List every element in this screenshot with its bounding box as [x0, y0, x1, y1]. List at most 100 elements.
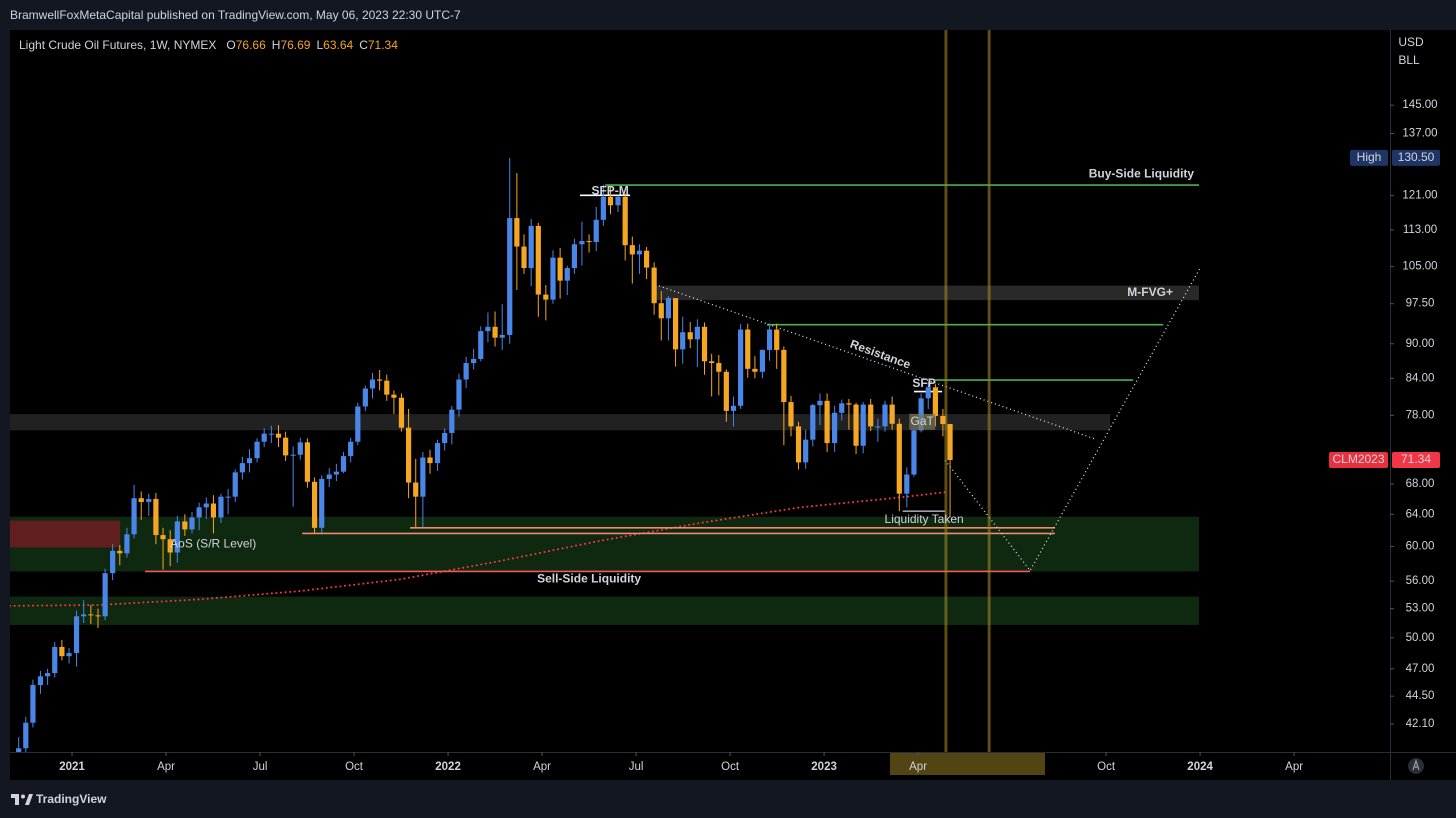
candle-body	[940, 416, 946, 425]
candle-body	[672, 298, 679, 350]
candle-body	[66, 653, 72, 657]
legend-key: C	[359, 38, 368, 52]
candle-body	[911, 430, 917, 475]
y-tick-label: 78.00	[1406, 409, 1435, 421]
candle-body	[434, 443, 441, 464]
candle-body	[37, 676, 44, 686]
range-marker	[890, 753, 1045, 775]
x-tick-label: Apr	[157, 761, 175, 773]
candle-body	[600, 196, 606, 220]
y-tick-label: 50.00	[1406, 632, 1435, 644]
annotation: SFP-M	[591, 183, 628, 197]
x-tick-label: Oct	[345, 761, 364, 773]
candle-body	[817, 400, 823, 406]
candle-body	[781, 349, 787, 403]
zone	[655, 285, 1199, 301]
candle-body	[182, 521, 188, 530]
y-tick-label: 56.00	[1406, 575, 1435, 587]
candle-body	[232, 472, 238, 497]
candle-body	[449, 409, 455, 433]
price-label-name: High	[1357, 150, 1382, 164]
legend: Light Crude Oil Futures, 1W, NYMEX O76.66…	[19, 38, 398, 52]
candle-body	[629, 245, 635, 255]
candle-body	[687, 332, 693, 340]
price-label-box	[1329, 452, 1388, 469]
candle-body	[348, 441, 354, 457]
unit: BLL	[1398, 53, 1420, 67]
candle-body	[701, 326, 708, 362]
legend-key: H	[272, 38, 281, 52]
candle-body	[738, 329, 744, 406]
candle-body	[23, 722, 29, 749]
candle-body	[246, 458, 253, 464]
logo-part	[25, 794, 33, 805]
plot-area	[10, 30, 1390, 752]
x-tick-label: Apr	[533, 761, 551, 773]
candle-body	[275, 433, 282, 438]
annotation: AoS (S/R Level)	[170, 536, 256, 550]
x-tick-label: Oct	[721, 761, 740, 773]
candle-body	[485, 326, 491, 332]
candle-body	[59, 646, 65, 657]
candle-body	[846, 403, 852, 405]
candle-body	[218, 496, 224, 518]
candle-body	[73, 616, 80, 654]
candle-body	[868, 404, 874, 427]
candle-body	[398, 397, 405, 428]
y-tick-label: 113.00	[1403, 224, 1437, 236]
candle-body	[81, 614, 87, 617]
auto-scale-icon	[1412, 759, 1420, 771]
candle-body	[283, 437, 289, 456]
annotation: Buy-Side Liquidity	[1089, 166, 1195, 180]
candle-body	[803, 439, 809, 463]
candle-body	[110, 550, 116, 574]
candle-body	[810, 405, 816, 440]
time-axis	[10, 752, 1456, 780]
auto-scale-button[interactable]	[1408, 758, 1424, 774]
candle-body	[405, 427, 412, 483]
zone	[10, 520, 121, 548]
candle-body	[471, 359, 477, 364]
candle-body	[254, 441, 260, 459]
zone-label: M-FVG+	[1127, 285, 1173, 299]
candle-body	[528, 225, 534, 269]
brand-logo	[11, 794, 33, 805]
y-tick-label: 121.00	[1402, 190, 1437, 202]
candle-body	[882, 404, 888, 427]
y-tick-label: 145.00	[1402, 99, 1437, 111]
price-label-value: 130.50	[1398, 150, 1435, 164]
candle-body	[499, 334, 505, 338]
candle-body	[752, 368, 758, 372]
candle-body	[853, 404, 859, 446]
candle-body	[369, 379, 376, 389]
candle-body	[420, 457, 426, 497]
candle-body	[377, 379, 383, 381]
candle-body	[189, 517, 195, 530]
candle-body	[304, 442, 311, 482]
legend-value: 63.64	[323, 38, 353, 52]
candle-body	[550, 257, 556, 300]
candle-body	[889, 404, 895, 424]
candle-body	[564, 268, 570, 281]
candle-body	[607, 196, 614, 206]
candle-body	[651, 267, 657, 304]
annotation: Sell-Side Liquidity	[537, 572, 641, 586]
candle-body	[875, 426, 881, 428]
candle-body	[355, 406, 361, 442]
candle-body	[904, 474, 910, 494]
candle-body	[593, 219, 599, 243]
candle-body	[427, 457, 433, 464]
candle-body	[514, 218, 520, 247]
x-tick-label: 2024	[1187, 761, 1213, 773]
candle-body	[832, 412, 838, 444]
candle-body	[124, 534, 130, 554]
candle-body	[824, 400, 830, 444]
candle-body	[261, 433, 267, 442]
candle-body	[138, 498, 144, 502]
candle-body	[225, 496, 231, 498]
annotation: SFP	[912, 376, 935, 390]
candle-body	[795, 426, 802, 463]
